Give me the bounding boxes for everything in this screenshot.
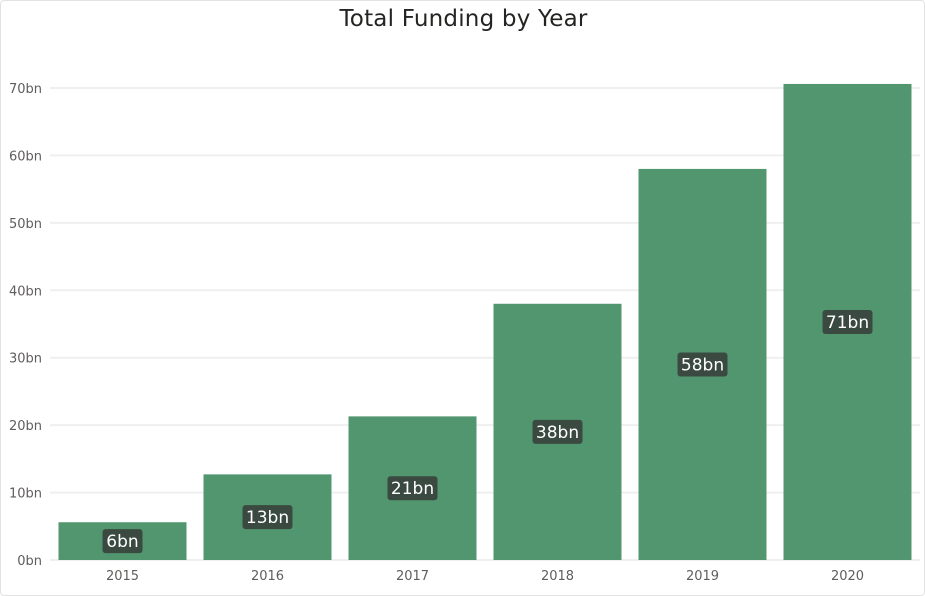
x-tick-label: 2017 [396, 569, 429, 584]
data-label: 6bn [106, 532, 138, 552]
y-tick-label: 40bn [9, 284, 42, 299]
x-tick-label: 2019 [686, 569, 719, 584]
data-label-background [242, 505, 293, 530]
data-label-background [102, 529, 143, 554]
data-label: 21bn [391, 479, 434, 499]
data-label-background [532, 419, 583, 444]
y-tick-label: 60bn [9, 149, 42, 164]
data-label: 71bn [826, 313, 869, 333]
y-tick-label: 10bn [9, 487, 42, 502]
y-tick-label: 50bn [9, 217, 42, 232]
data-label-background [822, 309, 873, 334]
y-tick-label: 0bn [17, 554, 42, 569]
y-tick-label: 20bn [9, 419, 42, 434]
data-label-background [677, 352, 728, 377]
data-label: 13bn [246, 508, 289, 528]
chart-title: Total Funding by Year [339, 6, 588, 32]
x-tick-label: 2015 [106, 569, 139, 584]
x-tick-label: 2018 [541, 569, 574, 584]
y-tick-label: 30bn [9, 352, 42, 367]
data-label-background [387, 476, 438, 501]
x-tick-label: 2016 [251, 569, 284, 584]
data-label: 38bn [536, 423, 579, 443]
x-tick-label: 2020 [831, 569, 864, 584]
data-label: 58bn [681, 355, 724, 375]
y-tick-label: 70bn [9, 82, 42, 97]
